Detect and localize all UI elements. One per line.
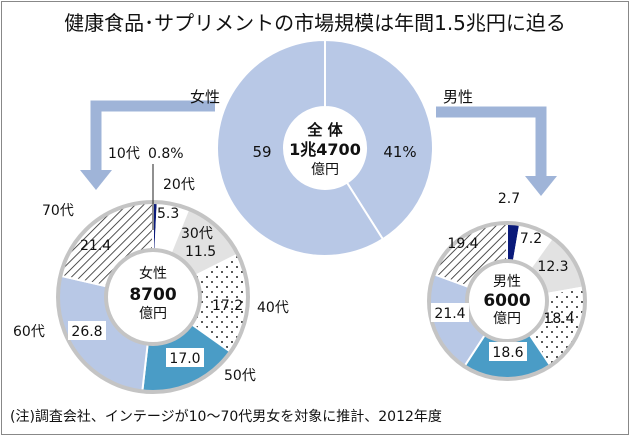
women-ring-inner (104, 248, 202, 346)
men-ring-inner (465, 259, 549, 343)
total-label-women: 59 (252, 143, 271, 161)
men-val-70s: 19.4 (447, 236, 478, 252)
women-val-40s: 17.2 (212, 298, 243, 314)
total-center-title: 全 体 (306, 121, 343, 139)
men-val-50s: 18.6 (492, 345, 523, 361)
women-cat-40s: 40代 (257, 300, 289, 316)
women-cat-70s: 70代 (42, 203, 74, 219)
men-center-value: 6000 (483, 291, 530, 311)
women-cat-30s: 30代 (181, 226, 213, 242)
total-label-men: 41% (383, 143, 416, 161)
arrow-women (80, 100, 215, 190)
men-arrow-label: 男性 (443, 88, 473, 106)
chart-title: 健康食品･サプリメントの市場規模は年間1.5兆円に迫る (64, 11, 566, 35)
men-center-title: 男性 (493, 274, 521, 290)
women-cat-10s: 10代 (108, 146, 140, 162)
men-val-20s: 7.2 (520, 231, 542, 247)
women-center-unit: 億円 (139, 306, 167, 322)
men-center-unit: 億円 (493, 311, 521, 327)
women-val-60s: 26.8 (71, 324, 102, 340)
women-arrow-label: 女性 (190, 88, 220, 106)
women-cat-50s: 50代 (224, 368, 256, 384)
men-val-60s: 21.4 (434, 306, 465, 322)
total-center-value: 1兆4700 (289, 140, 361, 159)
women-val-10s: 0.8% (148, 146, 184, 162)
footnote: (注)調査会社、インテージが10～70代男女を対象に推計、2012年度 (10, 408, 442, 425)
men-val-10s: 2.7 (498, 191, 520, 207)
total-center-unit: 億円 (311, 162, 339, 178)
men-val-30s: 12.3 (537, 259, 568, 275)
women-val-30s: 11.5 (185, 244, 216, 260)
men-ring-outer (427, 221, 587, 381)
women-val-50s: 17.0 (169, 351, 200, 367)
men-val-40s: 18.4 (543, 311, 574, 327)
total-slice-1 (216, 38, 385, 257)
women-center-title: 女性 (139, 265, 167, 282)
women-cat-20s: 20代 (163, 177, 195, 193)
women-center-value: 8700 (129, 285, 176, 305)
women-val-70s: 21.4 (80, 238, 111, 254)
arrow-men (436, 106, 557, 196)
women-cat-60s: 60代 (13, 324, 45, 340)
women-val-20s: 5.3 (157, 206, 179, 222)
